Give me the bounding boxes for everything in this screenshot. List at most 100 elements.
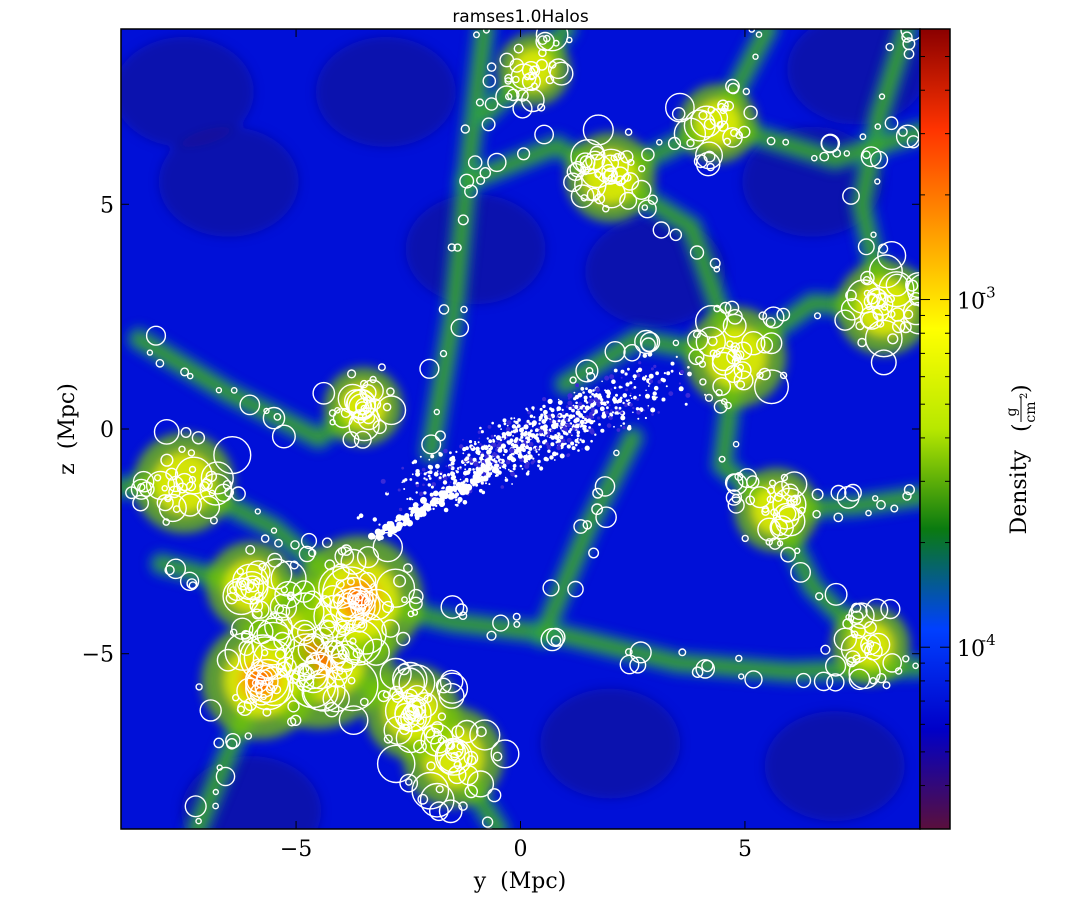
particle	[585, 387, 588, 390]
halo-circle	[426, 761, 436, 771]
particle	[526, 437, 531, 442]
halo-circle	[487, 788, 502, 803]
halo-circle	[392, 667, 426, 700]
halo-circle	[882, 681, 891, 690]
halo-circle	[712, 377, 732, 396]
halo-circle	[499, 52, 515, 68]
particle	[443, 476, 448, 481]
particle	[507, 455, 512, 461]
particle	[561, 408, 564, 411]
halo-circle	[832, 148, 842, 158]
halo-circle	[352, 409, 368, 424]
halo-circle	[903, 48, 915, 60]
halo-circle	[634, 329, 659, 354]
halo-circle	[741, 534, 749, 543]
particle	[459, 444, 464, 449]
particle-tail	[449, 487, 454, 493]
halo-circle	[505, 92, 513, 101]
halo-circle	[338, 705, 369, 735]
halo-circle	[196, 495, 221, 519]
halo-circle	[439, 349, 448, 358]
particle	[428, 470, 433, 475]
halo-circle	[513, 43, 524, 54]
particle	[573, 397, 577, 401]
particle	[479, 443, 482, 446]
particle	[651, 413, 654, 416]
particle	[485, 482, 487, 485]
halo-circle	[168, 485, 181, 499]
halo-circle	[312, 381, 336, 405]
particle	[507, 468, 510, 471]
halo-circle	[844, 483, 862, 502]
halo-circle	[348, 594, 360, 606]
halo-circle	[291, 664, 315, 688]
particle-tail	[464, 477, 469, 482]
halo-circle	[826, 673, 845, 692]
particle	[550, 435, 555, 440]
halo-circle	[394, 702, 418, 726]
particle	[572, 427, 576, 431]
particle	[668, 391, 674, 396]
particle	[606, 400, 610, 404]
halo-circle	[260, 534, 270, 543]
particle	[638, 394, 641, 397]
particle	[486, 449, 492, 455]
halo-circle	[156, 494, 174, 512]
halo-circle	[305, 655, 315, 665]
halo-circle	[262, 406, 286, 430]
particle	[512, 452, 515, 456]
halo-circle	[164, 564, 175, 576]
halo-circle	[723, 137, 732, 146]
halo-circle	[209, 516, 218, 525]
central-particle-cloud	[356, 351, 706, 541]
particle	[557, 398, 560, 401]
particle	[519, 427, 524, 433]
halo-circle	[512, 612, 521, 621]
halo-circle	[486, 62, 497, 72]
colorbar-unit-paren-close: )	[1009, 384, 1034, 393]
particle	[528, 422, 532, 426]
particle	[401, 466, 405, 470]
halo-circle	[260, 558, 293, 590]
halo-circle	[453, 243, 462, 252]
particle	[588, 426, 591, 429]
particle	[459, 466, 462, 469]
particle	[547, 398, 553, 404]
particle-tail	[402, 521, 408, 527]
particle	[419, 455, 422, 458]
particle	[526, 409, 529, 412]
particle	[520, 439, 524, 443]
halo-circle	[833, 627, 857, 651]
particle	[574, 438, 579, 443]
halo-circle	[877, 241, 907, 271]
halo-circle	[287, 700, 300, 713]
halo-circle	[866, 640, 875, 648]
halo-circle	[575, 359, 599, 383]
halo-circle	[274, 604, 285, 615]
halo-circle	[530, 82, 538, 90]
particle	[572, 424, 575, 427]
halo-circle	[718, 455, 726, 463]
halo-circle	[484, 97, 499, 111]
halo-circle	[458, 611, 468, 621]
particle	[493, 458, 496, 460]
particle	[479, 426, 482, 430]
halo-circle	[430, 734, 450, 754]
particle	[409, 478, 413, 481]
halo-circle	[877, 243, 889, 254]
halo-circle	[848, 668, 871, 691]
halo-circle	[263, 407, 270, 415]
halo-circle	[768, 537, 782, 550]
particle	[430, 454, 433, 456]
particle	[606, 406, 609, 410]
particle	[606, 423, 612, 428]
halo-circle	[656, 138, 663, 146]
halo-circle	[153, 418, 180, 445]
halo-circle	[537, 35, 548, 45]
particle	[549, 407, 552, 411]
particle-tail	[408, 507, 412, 511]
halo-circle	[360, 588, 393, 621]
particle	[525, 440, 529, 444]
halo-circle	[762, 306, 785, 329]
halo-circle	[482, 29, 490, 34]
